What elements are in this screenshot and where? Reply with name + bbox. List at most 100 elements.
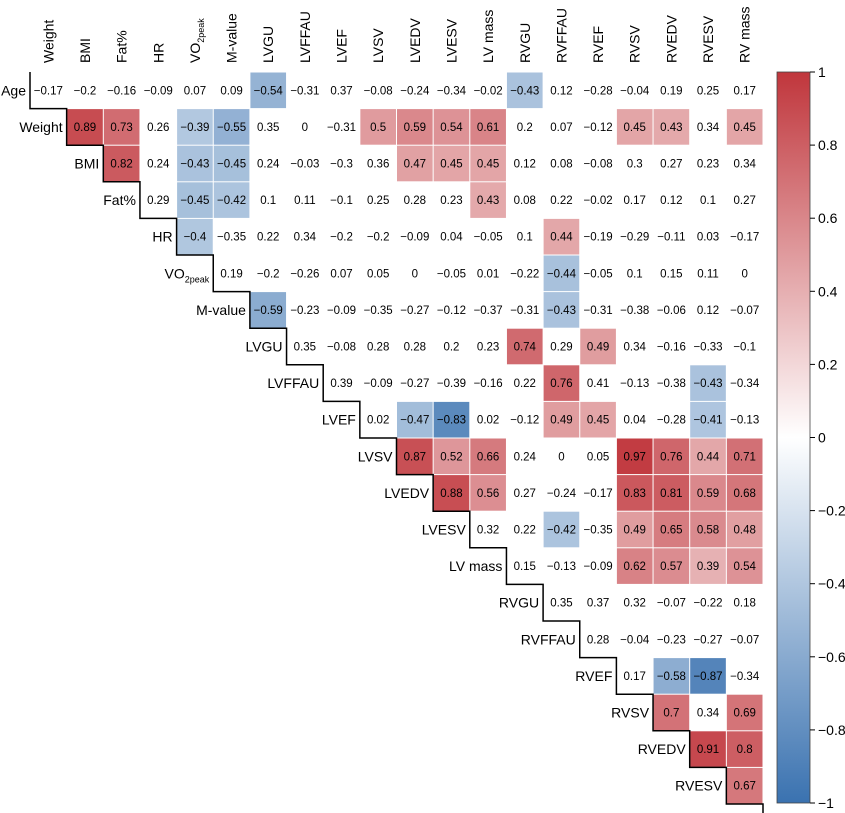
- cell-value-label: 0.59: [404, 122, 426, 134]
- cell-value-label: 0.35: [294, 342, 316, 354]
- cell-value-label: −0.17: [34, 85, 63, 97]
- cell-value-label: 0.41: [587, 378, 609, 390]
- staircase-line: [29, 72, 764, 813]
- column-label: RV mass: [737, 6, 753, 63]
- cell-value-label: 0.19: [220, 268, 242, 280]
- heatmap-cell: [103, 109, 140, 145]
- cell-value-label: −0.16: [107, 85, 136, 97]
- cell-value-label: −0.02: [584, 195, 613, 207]
- cell-value-label: 0.17: [624, 671, 646, 683]
- cell-value-label: −0.16: [657, 342, 686, 354]
- cell-value-label: 0.12: [697, 305, 719, 317]
- heatmap-cell: [543, 255, 580, 292]
- cell-value-label: −0.09: [144, 85, 173, 97]
- cell-value-label: 0.65: [660, 525, 682, 537]
- row-label: LVGU: [245, 339, 282, 355]
- cell-value-label: −0.38: [620, 305, 649, 317]
- cell-value-label: 0.12: [550, 85, 572, 97]
- cell-value-label: 0.17: [733, 85, 755, 97]
- heatmap-cell: [580, 401, 616, 438]
- cell-value-label: 0.71: [733, 451, 755, 463]
- cell-value-label: 0.36: [367, 159, 389, 171]
- cell-value-label: −0.23: [290, 305, 319, 317]
- cell-value-label: 0.81: [660, 488, 682, 500]
- heatmap-cell: [433, 401, 470, 438]
- heatmap-cell: [213, 182, 250, 218]
- cell-value-label: 0.37: [587, 598, 609, 610]
- cell-value-label: 0.54: [440, 122, 463, 134]
- colorbar-tick-label: 0.6: [818, 210, 838, 226]
- heatmap-cell: [616, 475, 653, 511]
- cell-value-label: −0.3: [330, 159, 353, 171]
- row-label: HR: [152, 229, 172, 245]
- heatmap-cell: [653, 694, 690, 731]
- cell-value-label: −0.31: [290, 85, 319, 97]
- cell-value-label: 0.69: [733, 708, 755, 720]
- cell-value-label: −0.34: [730, 671, 760, 683]
- cell-value-label: 0.62: [624, 561, 646, 573]
- cell-value-label: −0.09: [400, 232, 429, 244]
- cell-value-label: −0.4: [184, 232, 207, 244]
- row-label: BMI: [74, 156, 99, 172]
- cell-value-label: 0.34: [733, 159, 756, 171]
- cell-value-label: 0.07: [330, 268, 352, 280]
- colorbar: 1 0.8 0.6 0.4 0.2 0 −0.2 −0.4 −0.6 −0.8 −1: [776, 64, 845, 811]
- cell-value-label: −0.04: [620, 634, 650, 646]
- cell-value-label: 0.12: [660, 195, 682, 207]
- heatmap-cell: [726, 475, 763, 511]
- cell-value-label: 0.76: [550, 378, 572, 390]
- cell-value-label: 0: [558, 451, 564, 463]
- cell-value-label: 0: [741, 268, 747, 280]
- heatmap-cell: [397, 438, 433, 475]
- cell-value-label: 0.34: [697, 708, 720, 720]
- cell-value-label: 0.83: [624, 488, 646, 500]
- heatmap-cell: [653, 109, 690, 145]
- heatmap-cell: [726, 109, 763, 145]
- cell-value-label: 0.32: [477, 525, 499, 537]
- cell-value-label: −0.59: [254, 305, 283, 317]
- cell-value-label: 0.82: [110, 159, 132, 171]
- cell-value-label: −0.34: [437, 85, 467, 97]
- cell-value-label: −0.2: [367, 232, 390, 244]
- cell-value-label: 0.43: [660, 122, 682, 134]
- cell-value-label: −0.05: [474, 232, 503, 244]
- colorbar-tick-label: −0.2: [818, 503, 845, 519]
- heatmap-cell: [177, 109, 213, 145]
- cell-value-label: 0.32: [624, 598, 646, 610]
- cell-value-label: 0.18: [733, 598, 755, 610]
- heatmap-cell: [690, 658, 726, 694]
- cell-value-label: 0.48: [733, 525, 755, 537]
- cell-value-label: 0.05: [367, 268, 389, 280]
- heatmap-cell: [433, 475, 470, 511]
- cell-value-label: 0.45: [624, 122, 646, 134]
- column-label: LVESV: [443, 18, 459, 63]
- cell-value-label: 0.52: [440, 451, 462, 463]
- cell-value-label: −0.27: [400, 378, 429, 390]
- diagonal-staircase: [29, 72, 764, 813]
- heatmap-cell: [616, 548, 653, 584]
- heatmap-cell: [543, 365, 580, 401]
- cell-value-label: 0.05: [587, 451, 609, 463]
- row-label: VO2peak: [164, 265, 209, 284]
- cell-value-label: −0.29: [620, 232, 649, 244]
- cell-value-label: −0.28: [657, 415, 686, 427]
- heatmap-cell: [397, 109, 433, 145]
- cell-value-label: −0.07: [657, 598, 686, 610]
- cell-value-label: −0.28: [584, 85, 613, 97]
- cell-value-label: 0.91: [697, 744, 719, 756]
- column-label: RVEDV: [663, 14, 679, 63]
- cell-value-label: 0.01: [477, 268, 499, 280]
- cell-value-label: −0.55: [217, 122, 246, 134]
- column-label: M-value: [224, 13, 240, 63]
- heatmap-cells: −0.17 −0.2 −0.16 −0.09 0.07 0.09 −0.54 −0.31 0.3…: [34, 72, 763, 804]
- heatmap-cell: [726, 731, 763, 767]
- heatmap-cell: [616, 109, 653, 145]
- cell-value-label: 0.1: [260, 195, 276, 207]
- heatmap-cell: [470, 145, 506, 182]
- cell-value-label: −0.31: [327, 122, 356, 134]
- row-label: RVEF: [575, 668, 612, 684]
- cell-value-label: 0.34: [294, 232, 317, 244]
- cell-value-label: −0.39: [180, 122, 209, 134]
- cell-value-label: −0.43: [693, 378, 722, 390]
- cell-value-label: 0.57: [660, 561, 682, 573]
